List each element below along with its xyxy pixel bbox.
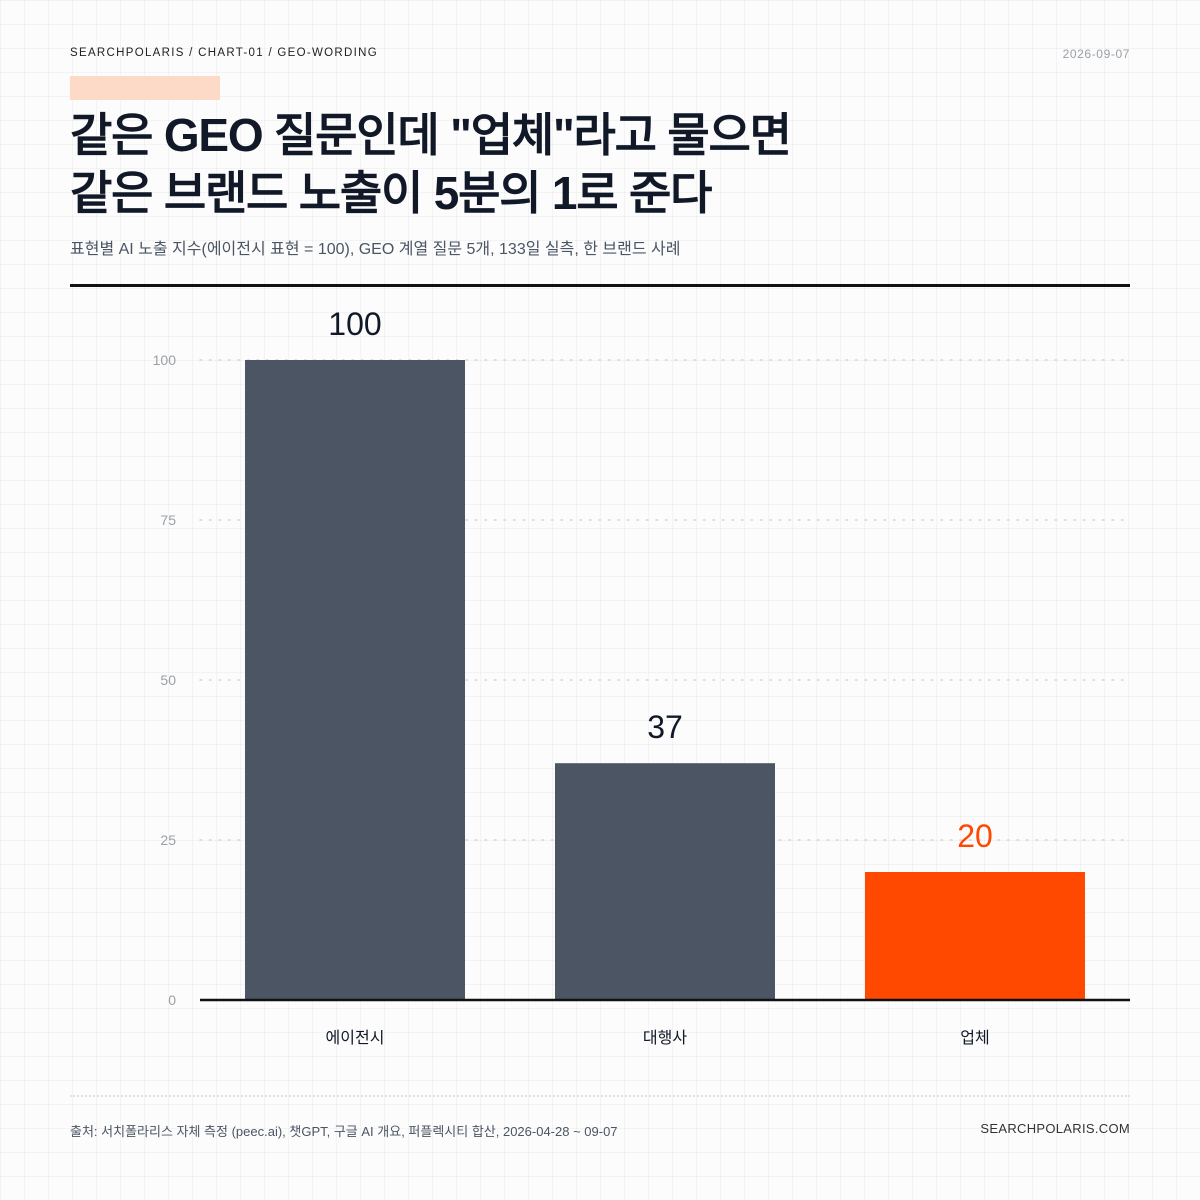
title-line-2: 같은 브랜드 노출이 5분의 1로 준다 [70,167,712,219]
y-tick-label: 75 [160,512,176,528]
category-label: 에이전시 [326,1029,385,1047]
footer-divider [70,1095,1130,1097]
breadcrumb: SEARCHPOLARIS / CHART-01 / GEO-WORDING [70,47,378,59]
category-label: 업체 [960,1029,989,1047]
publish-date: 2026-09-07 [1062,47,1130,61]
y-axis-ticks: 0 25 50 75 100 [153,352,177,1008]
page-title: 같은 GEO 질문인데 "업체"라고 물으면 같은 브랜드 노출이 5분의 1로… [70,106,1130,222]
value-label: 37 [647,709,683,745]
chart-subtitle: 표현별 AI 노출 지수(에이전시 표현 = 100), GEO 계열 질문 5… [70,241,681,258]
bar-2 [555,763,775,1000]
value-labels: 100 37 20 [328,306,992,854]
y-tick-label: 50 [160,672,176,688]
site-url: SEARCHPOLARIS.COM [980,1121,1130,1136]
y-tick-label: 0 [168,992,176,1008]
value-label: 20 [957,818,993,854]
bar-1 [245,360,465,1000]
header-rule [70,284,1130,287]
source-note: 출처: 서치폴라리스 자체 측정 (peec.ai), 챗GPT, 구글 AI … [70,1124,618,1139]
y-tick-label: 25 [160,832,176,848]
bar-3 [865,872,1085,1000]
accent-bar [70,76,220,100]
x-axis-labels: 에이전시 대행사 업체 [326,1029,990,1047]
bar-chart: 0 25 50 75 100 100 37 20 에이전시 대행사 업체 [153,306,1131,1047]
bars [245,360,1085,1000]
title-line-1: 같은 GEO 질문인데 "업체"라고 물으면 [70,109,792,161]
value-label: 100 [328,306,381,342]
category-label: 대행사 [643,1029,687,1047]
top-meta: SEARCHPOLARIS / CHART-01 / GEO-WORDING 2… [70,47,1130,63]
y-tick-label: 100 [153,352,177,368]
